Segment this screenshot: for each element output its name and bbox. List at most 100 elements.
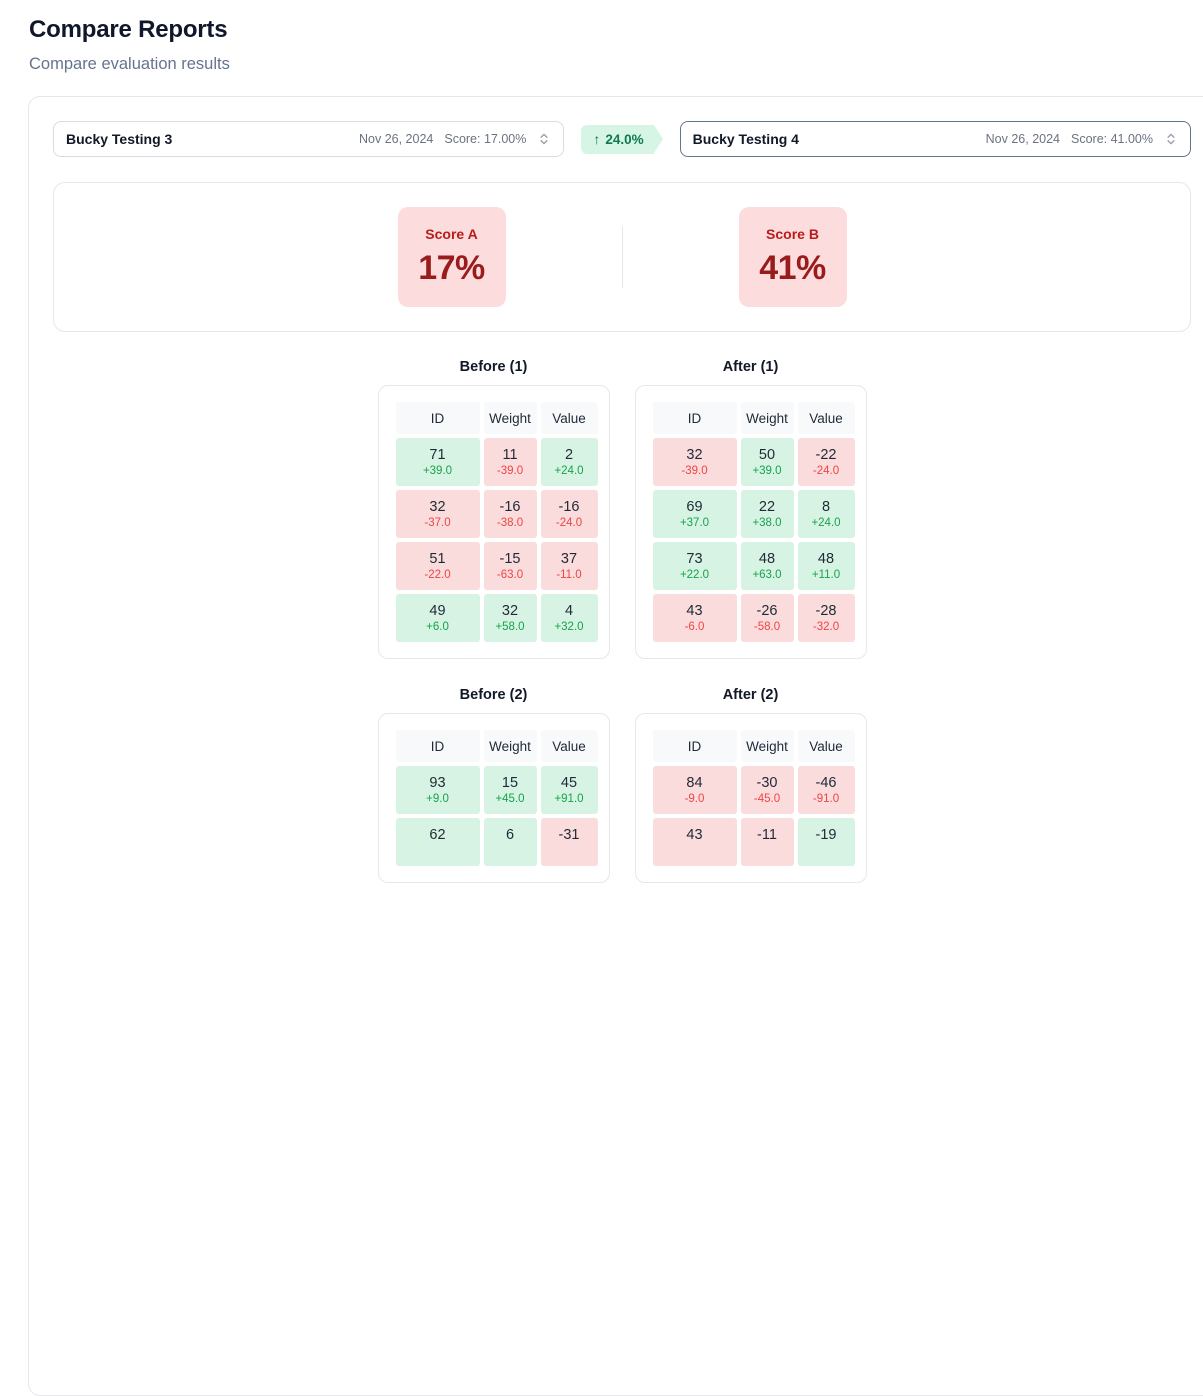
cell-delta: +11.0 <box>811 568 841 581</box>
chevron-up-down-icon <box>1164 132 1178 146</box>
column-header: ID <box>652 730 737 762</box>
cell-value: 37 <box>560 550 578 567</box>
cell-delta: -11.0 <box>556 568 582 581</box>
cell-value: -46 <box>815 774 837 791</box>
cell-value: 69 <box>686 498 703 515</box>
cell-value: 32 <box>429 498 446 515</box>
cell-value: -26 <box>756 602 778 619</box>
cell-value: -15 <box>499 550 521 567</box>
cell-delta: -9.0 <box>684 792 705 805</box>
table-cell: 32 +58.0 <box>483 594 537 642</box>
column-header: Value <box>797 730 855 762</box>
page-title: Compare Reports <box>29 16 228 43</box>
cell-delta: +9.0 <box>426 792 449 805</box>
cell-delta: -39.0 <box>496 464 524 477</box>
table-card: ID Weight Value 32 -39.0 50 +39.0 -22 -24.0 69 +37… <box>634 385 867 659</box>
cell-value: -16 <box>558 498 580 515</box>
table-cell: -22 -24.0 <box>797 438 855 486</box>
table-title: After (1) <box>722 359 779 375</box>
column-header: Weight <box>483 402 537 434</box>
cell-value: 49 <box>429 602 446 619</box>
cell-value: 43 <box>686 602 703 619</box>
cell-value: 73 <box>686 550 703 567</box>
cell-value: 6 <box>505 826 515 843</box>
report-b-score: Score: 41.00% <box>1071 132 1153 146</box>
score-delta-badge: ↑ 24.0% <box>581 124 663 154</box>
table-cell: 11 -39.0 <box>483 438 537 486</box>
cell-value: -16 <box>499 498 521 515</box>
table-block: Before (1) ID Weight Value 71 +39.0 11 -39.0 2 +2… <box>377 359 610 659</box>
report-a-selector[interactable]: Bucky Testing 3 Nov 26, 2024 Score: 17.0… <box>53 121 565 157</box>
cell-delta: +37.0 <box>679 516 710 529</box>
cell-delta: -22.0 <box>424 568 451 581</box>
table-cell: 50 +39.0 <box>740 438 794 486</box>
cell-value: -31 <box>558 826 580 843</box>
cell-delta: +45.0 <box>495 792 525 805</box>
table-cell: 49 +6.0 <box>395 594 480 642</box>
table-title: Before (1) <box>459 359 528 375</box>
score-a-label: Score A <box>425 226 478 242</box>
cell-delta: +24.0 <box>811 516 841 529</box>
report-a-date: Nov 26, 2024 <box>359 132 434 146</box>
table-cell: 43 <box>652 818 737 866</box>
table-cell: 8 +24.0 <box>797 490 855 538</box>
column-header: Value <box>540 402 598 434</box>
cell-value: 50 <box>758 446 776 463</box>
cell-value: -28 <box>815 602 837 619</box>
table-cell: -30 -45.0 <box>740 766 794 814</box>
tables-grid: Before (1) ID Weight Value 71 +39.0 11 -39.0 2 +2… <box>53 359 1191 883</box>
cell-value: 51 <box>429 550 446 567</box>
report-b-date: Nov 26, 2024 <box>985 132 1060 146</box>
column-header: ID <box>652 402 737 434</box>
report-b-selector[interactable]: Bucky Testing 4 Nov 26, 2024 Score: 41.0… <box>679 121 1191 157</box>
table-cell: 22 +38.0 <box>740 490 794 538</box>
cell-delta: -58.0 <box>753 620 781 633</box>
cell-delta: +6.0 <box>426 620 449 633</box>
column-header: Weight <box>740 730 794 762</box>
column-header: ID <box>395 402 480 434</box>
table-cell: 48 +11.0 <box>797 542 855 590</box>
table-title: After (2) <box>722 687 779 703</box>
table-cell: -16 -38.0 <box>483 490 537 538</box>
cell-value: 32 <box>686 446 703 463</box>
chevron-up-down-icon <box>537 132 551 146</box>
report-b-name: Bucky Testing 4 <box>692 131 799 147</box>
column-header: ID <box>395 730 480 762</box>
table-cell: 73 +22.0 <box>652 542 737 590</box>
compare-reports-card: Bucky Testing 3 Nov 26, 2024 Score: 17.0… <box>28 96 1203 1396</box>
report-selector-row: Bucky Testing 3 Nov 26, 2024 Score: 17.0… <box>53 121 1191 157</box>
cell-delta: +58.0 <box>495 620 525 633</box>
cell-value: 71 <box>429 446 446 463</box>
cell-delta: -6.0 <box>684 620 705 633</box>
table-cell: -11 <box>740 818 794 866</box>
cell-value: 32 <box>501 602 519 619</box>
table-card: ID Weight Value 71 +39.0 11 -39.0 2 +24.0 32 -37.0… <box>377 385 610 659</box>
table-cell: -28 -32.0 <box>797 594 855 642</box>
cell-delta: -24.0 <box>555 516 583 529</box>
column-header: Weight <box>483 730 537 762</box>
table-block: Before (2) ID Weight Value 93 +9.0 15 +45.0 45 +9… <box>377 687 610 883</box>
cell-delta: -91.0 <box>812 792 840 805</box>
column-header: Value <box>797 402 855 434</box>
cell-value: 15 <box>501 774 519 791</box>
table-cell: -31 <box>540 818 598 866</box>
table-cell: 62 <box>395 818 480 866</box>
cell-delta: -38.0 <box>496 516 524 529</box>
cell-delta: -63.0 <box>496 568 524 581</box>
score-comparison-panel: Score A 17% Score B 41% <box>53 182 1191 332</box>
cell-value: -19 <box>815 826 837 843</box>
table-title: Before (2) <box>459 687 528 703</box>
cell-value: 62 <box>429 826 446 843</box>
cell-delta: -45.0 <box>753 792 781 805</box>
score-a-value: 17% <box>418 249 485 287</box>
cell-value: 48 <box>758 550 776 567</box>
table-cell: 32 -37.0 <box>395 490 480 538</box>
table-cell: 84 -9.0 <box>652 766 737 814</box>
cell-value: 22 <box>758 498 776 515</box>
table-cell: 51 -22.0 <box>395 542 480 590</box>
score-b-card: Score B 41% <box>738 207 847 307</box>
cell-value: -11 <box>757 826 777 843</box>
table-cell: -16 -24.0 <box>540 490 598 538</box>
cell-delta: +24.0 <box>554 464 584 477</box>
cell-delta: +63.0 <box>752 568 782 581</box>
